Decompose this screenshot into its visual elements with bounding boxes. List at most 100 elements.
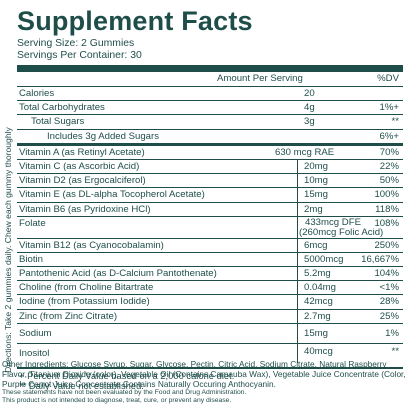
nutrient-name: Vitamin A (as Retinyl Acetate): [19, 146, 145, 158]
nutrient-amount: 3g: [304, 116, 315, 128]
nutrient-amount: 15mg: [304, 189, 328, 201]
supplement-facts-panel: Supplement Facts Serving Size: 2 Gummies…: [17, 6, 403, 392]
nutrient-amount: 15mg: [304, 327, 328, 339]
nutrient-dv: 6%+: [379, 130, 399, 142]
ingredients-block: Other Ingredients: Glucose Syrup, Sugar,…: [2, 359, 412, 404]
nutrient-dv: 50%: [379, 175, 399, 187]
dv-header: %DV: [377, 73, 399, 84]
nutrient-name: Includes 3g Added Sugars: [47, 130, 160, 142]
nutrient-name: Vitamin B12 (as Cyanocobalamin): [19, 239, 164, 251]
nutrient-name: Calories: [19, 88, 55, 99]
nutrient-row-iodine: Iodine (from Potassium Iodide) 42mcg 28%: [17, 295, 403, 310]
nutrient-row-choline: Choline (from Choline Bitartrate 0.04mg …: [17, 281, 403, 296]
column-divider: [297, 216, 298, 238]
nutrient-name: Total Sugars: [31, 116, 85, 128]
thick-rule: [17, 65, 403, 72]
nutrient-amount: 42mcg: [304, 296, 333, 308]
nutrient-dv: 25%: [379, 310, 399, 322]
nutrient-name: Sodium: [19, 327, 52, 339]
nutrient-dv: **: [391, 116, 399, 128]
nutrient-row-vitamin-a: Vitamin A (as Retinyl Acetate) 630 mcg R…: [17, 146, 403, 160]
column-divider: [297, 323, 298, 343]
column-divider: [297, 281, 298, 295]
column-divider: [297, 238, 298, 252]
nutrient-row-biotin: Biotin 5000mcg 16,667%: [17, 252, 403, 268]
nutrient-amount: 20: [304, 88, 315, 99]
folate-dfe: 433mcg DFE: [305, 216, 361, 228]
nutrient-name: Vitamin C (as Ascorbic Acid): [19, 160, 140, 172]
nutrient-dv: **: [391, 345, 399, 357]
nutrient-name: Inositol: [19, 347, 50, 359]
nutrient-row-vitamin-b12: Vitamin B12 (as Cyanocobalamin) 6mcg 250…: [17, 238, 403, 253]
nutrient-name: Vitamin E (as DL-alpha Tocopherol Acetat…: [19, 189, 205, 201]
nutrient-row-calories: Calories 20: [17, 87, 403, 102]
nutrient-amount: 2.7mg: [304, 310, 331, 322]
nutrient-name: Folate: [19, 217, 46, 229]
nutrient-dv: 70%: [379, 146, 399, 158]
nutrient-row-vitamin-c: Vitamin C (as Ascorbic Acid) 20mg 22%: [17, 159, 403, 175]
nutrient-amount: 630 mcg RAE: [275, 146, 335, 158]
fda-disclaimer: These statements have not been evaluated…: [2, 389, 247, 396]
nutrient-dv: 1%+: [379, 102, 399, 114]
nutrient-row-inositol: Inositol 40mcg **: [17, 343, 403, 363]
amount-header: Amount Per Serving: [217, 73, 303, 84]
nutrient-amount: 40mcg: [304, 345, 333, 357]
column-divider: [297, 188, 298, 202]
nutrient-dv: 250%: [374, 239, 399, 251]
nutrient-amount: 6mcg: [304, 239, 328, 251]
panel-title: Supplement Facts: [17, 6, 253, 36]
nutrient-amount: 0.04mg: [304, 282, 336, 294]
nutrient-row-vitamin-e: Vitamin E (as DL-alpha Tocopherol Acetat…: [17, 188, 403, 203]
footnote-percent-dv: + Percent Daily Value based on a 2,000 c…: [19, 369, 235, 381]
nutrient-dv: 16,667%: [361, 253, 399, 265]
nutrient-row-vitamin-d2: Vitamin D2 (as Ergocalciferol) 10mg 50%: [17, 174, 403, 189]
table-header: Amount Per Serving %DV: [17, 72, 403, 87]
nutrient-amount: 20mg: [304, 160, 328, 172]
disease-disclaimer: This product is not intended to diagnose…: [2, 396, 232, 404]
nutrient-amount: 433mcg DFE (260mcg Folic Acid): [299, 216, 383, 238]
nutrient-row-added-sugars: Includes 3g Added Sugars 6%+: [17, 130, 403, 146]
column-divider: [297, 159, 298, 174]
nutrient-name: Vitamin B6 (as Pyridoxine HCl): [19, 203, 151, 215]
nutrient-row-zinc: Zinc (from Zinc Citrate) 2.7mg 25%: [17, 309, 403, 324]
column-divider: [297, 174, 298, 188]
nutrient-name: Biotin: [19, 253, 43, 265]
nutrient-name: Iodine (from Potassium Iodide): [19, 296, 150, 308]
nutrient-dv: 118%: [375, 203, 399, 215]
nutrient-dv: 104%: [374, 268, 399, 280]
serving-size: Serving Size: 2 Gummies: [17, 38, 135, 49]
nutrient-name: Zinc (from Zinc Citrate): [19, 310, 118, 322]
nutrient-row-pantothenic-acid: Pantothenic Acid (as D-Calcium Pantothen…: [17, 267, 403, 282]
nutrient-row-vitamin-b6: Vitamin B6 (as Pyridoxine HCl) 2mg 118%: [17, 202, 403, 217]
footnotes: + Percent Daily Value based on a 2,000 c…: [17, 369, 403, 392]
nutrient-row-total-carbohydrates: Total Carbohydrates 4g 1%+: [17, 101, 403, 116]
folate-folic-acid: (260mcg Folic Acid): [299, 226, 384, 238]
column-divider: [297, 343, 298, 363]
footnote-rule: [17, 366, 403, 369]
nutrient-amount: 5000mcg: [304, 253, 344, 265]
nutrient-amount: 2mg: [304, 203, 323, 215]
nutrient-row-sodium: Sodium 15mg 1%: [17, 323, 403, 344]
column-divider: [297, 295, 298, 309]
column-divider: [297, 202, 298, 216]
column-divider: [297, 267, 298, 281]
other-ingredients: Other Ingredients: Glucose Syrup, Sugar,…: [2, 359, 406, 389]
nutrient-amount: 10mg: [304, 175, 328, 187]
nutrient-dv: 1%: [385, 327, 399, 339]
servings-per-container: Servings Per Container: 30: [17, 50, 142, 61]
nutrient-dv: 28%: [379, 296, 399, 308]
nutrient-name: Choline (from Choline Bitartrate: [19, 282, 154, 294]
footnote-dv-not-established: ** Daily Value not established.: [19, 380, 144, 392]
nutrient-dv: 22%: [379, 160, 399, 172]
nutrient-name: Vitamin D2 (as Ergocalciferol): [19, 175, 146, 187]
column-divider: [297, 252, 298, 267]
directions-side: Directions: Take 2 gummies daily. Chew e…: [0, 60, 16, 380]
nutrient-name: Pantothenic Acid (as D-Calcium Pantothen…: [19, 268, 217, 280]
nutrient-row-total-sugars: Total Sugars 3g **: [17, 115, 403, 130]
nutrient-dv: 100%: [374, 189, 399, 201]
nutrient-dv: <1%: [379, 282, 399, 294]
nutrient-name: Total Carbohydrates: [19, 102, 105, 114]
nutrient-row-folate: Folate 433mcg DFE (260mcg Folic Acid) 10…: [17, 216, 403, 239]
column-divider: [297, 309, 298, 323]
nutrient-dv: 108%: [374, 217, 399, 229]
